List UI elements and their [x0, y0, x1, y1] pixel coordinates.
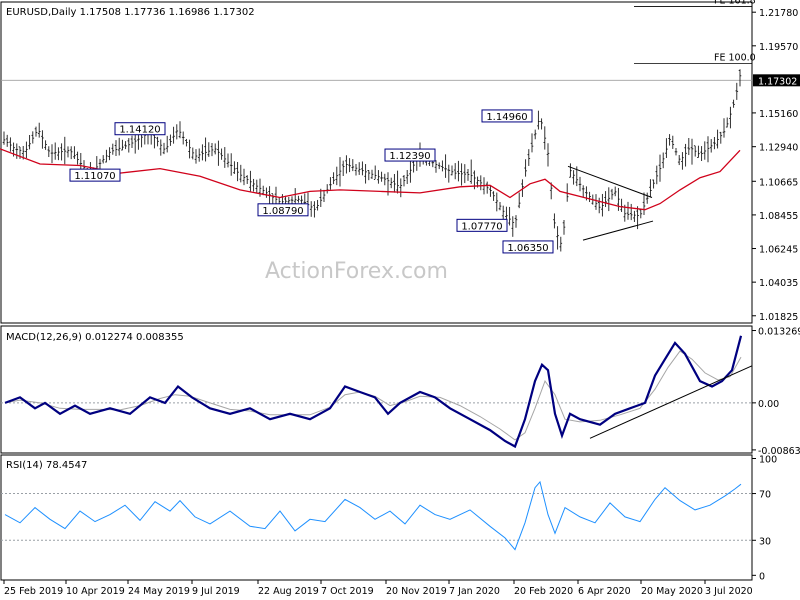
x-tick-label: 10 Apr 2019 [66, 586, 125, 597]
price-tick-label: 1.21780 [759, 8, 798, 19]
fib-level-label: FE 100.0 [714, 53, 756, 64]
swing-level-label-box [69, 168, 121, 182]
rsi-plot-frame [0, 454, 753, 581]
x-tick-label: 22 Aug 2019 [258, 586, 319, 597]
main-panel: EURUSD,Daily 1.17508 1.17736 1.16986 1.1… [0, 0, 800, 324]
macd-tick-label: 0.00 [758, 399, 779, 410]
watermark: ActionForex.com [265, 259, 448, 284]
macd-line [4, 335, 743, 449]
swing-level-label: 1.08790 [262, 206, 303, 217]
x-tick-label: 20 Nov 2019 [386, 586, 447, 597]
main-title: EURUSD,Daily 1.17508 1.17736 1.16986 1.1… [6, 7, 255, 18]
rsi-title: RSI(14) 78.4547 [6, 460, 87, 471]
x-tick-label: 20 May 2020 [641, 586, 703, 597]
fib-level-label: FE 161.8 [714, 0, 756, 7]
macd-plot-frame [0, 325, 753, 454]
macd-trendline [589, 365, 753, 439]
current-price-label: 1.17302 [758, 76, 797, 87]
x-tick-label: 24 May 2019 [128, 586, 190, 597]
price-tick-label: 1.04035 [759, 278, 798, 289]
swing-level-label: 1.06350 [507, 243, 548, 254]
swing-level-label-box [502, 240, 554, 254]
triangle-upper-line [567, 165, 653, 198]
main-plot-frame [0, 1, 753, 324]
x-axis: 25 Feb 2019 10 Apr 2019 24 May 2019 9 Jul 2… [1, 579, 753, 597]
moving-average-line [0, 148, 741, 211]
x-tick-label: 3 Jul 2020 [705, 586, 753, 597]
price-tick-label: 1.12940 [759, 143, 798, 154]
swing-level-label: 1.12390 [389, 151, 430, 162]
price-tick-label: 1.06245 [759, 245, 798, 256]
macd-panel: MACD(12,26,9) 0.012274 0.008355 0.013269 0… [0, 325, 800, 457]
rsi-tick-label: 30 [759, 536, 771, 547]
macd-tick-label: 0.013269 [758, 327, 800, 338]
swing-level-label-box [481, 109, 533, 123]
macd-title: MACD(12,26,9) 0.012274 0.008355 [6, 332, 184, 343]
price-tick-label: 1.19570 [759, 42, 798, 53]
price-tick-label: 1.10665 [759, 177, 798, 188]
x-tick-label: 20 Feb 2020 [514, 586, 573, 597]
rsi-tick-label: 70 [759, 490, 771, 501]
swing-level-label-box [257, 203, 309, 217]
x-tick-label: 6 Apr 2020 [578, 586, 631, 597]
swing-level-label: 1.14960 [486, 112, 527, 123]
swing-level-label: 1.07770 [461, 221, 502, 232]
price-tick-label: 1.08455 [759, 211, 798, 222]
rsi-line [4, 480, 742, 551]
rsi-panel: RSI(14) 78.4547 100 70 30 0 [0, 454, 777, 582]
price-tick-label: 1.01825 [759, 312, 798, 323]
x-tick-label: 9 Jul 2019 [192, 586, 240, 597]
swing-level-label-box [114, 122, 166, 136]
x-tick-label: 7 Jan 2020 [449, 586, 500, 597]
swing-level-label: 1.11070 [74, 171, 115, 182]
x-tick-label: 25 Feb 2019 [4, 586, 63, 597]
rsi-tick-label: 0 [759, 571, 765, 582]
swing-level-label: 1.14120 [119, 125, 160, 136]
current-price-box [753, 74, 800, 87]
swing-level-label-box [384, 148, 436, 162]
rsi-tick-label: 100 [759, 455, 777, 466]
swing-level-label-box [456, 218, 508, 232]
macd-tick-label: -0.00863 [758, 446, 800, 457]
x-tick-label: 7 Oct 2019 [321, 586, 374, 597]
triangle-lower-line [582, 220, 654, 241]
price-tick-label: 1.15160 [759, 109, 798, 120]
